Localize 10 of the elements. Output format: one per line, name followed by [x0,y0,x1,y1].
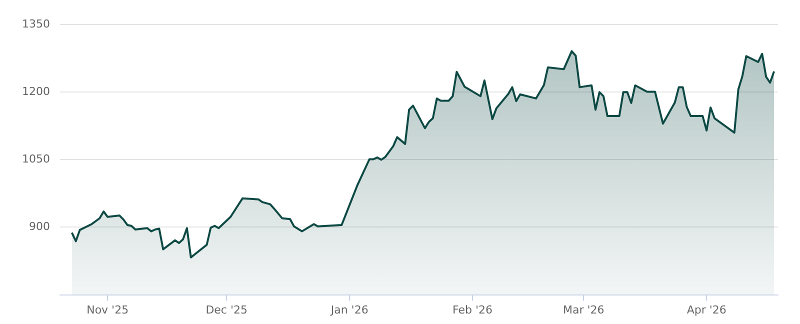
y-tick-label: 1200 [22,85,50,98]
y-tick-label: 1050 [22,152,50,166]
x-tick-label: Mar '26 [562,303,604,316]
x-tick-label: Nov '25 [86,303,129,316]
y-tick-label: 900 [28,220,50,234]
x-tick-label: Jan '26 [330,303,368,316]
y-tick-label: 1350 [22,17,50,30]
x-tick-label: Feb '26 [452,303,493,316]
x-tick-label: Dec '25 [206,303,248,316]
x-tick-label: Apr '26 [686,303,726,316]
